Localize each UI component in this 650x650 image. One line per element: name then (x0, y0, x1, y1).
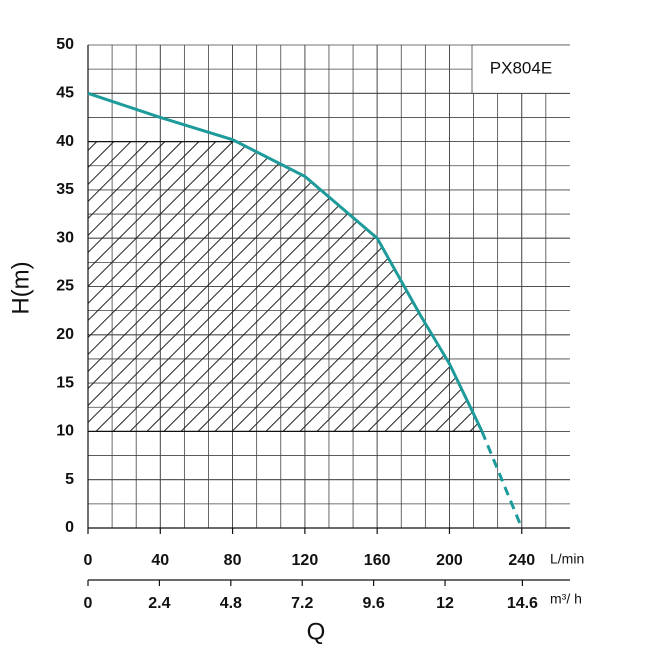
hatch-line (88, 141, 336, 432)
x-tick-label: 40 (151, 552, 169, 569)
curve-dashed (480, 430, 524, 529)
x-unit: L/min (550, 551, 584, 567)
x2-tick-label: 2.4 (148, 595, 170, 612)
hatch-line (88, 141, 166, 432)
hatch-line (88, 141, 234, 432)
x-tick-label: 240 (508, 552, 535, 569)
x-tick-label: 200 (436, 552, 463, 569)
hatch-line (88, 141, 319, 432)
x2-tick-label: 14.6 (507, 595, 538, 612)
hatch-line (88, 141, 302, 432)
y-axis-title: H(m) (7, 261, 34, 314)
hatch-line (589, 142, 650, 432)
hatch-line (623, 142, 650, 432)
legend-label: PX804E (490, 59, 552, 78)
hatch-line (640, 142, 650, 432)
x-tick-label: 120 (292, 552, 319, 569)
x-tick-label: 80 (224, 552, 242, 569)
y-tick-label: 10 (56, 423, 74, 440)
hatch-line (350, 141, 482, 432)
hatch-line (88, 141, 200, 432)
y-tick-label: 0 (65, 519, 74, 536)
hatch-line (88, 141, 353, 432)
hatch-line (88, 141, 285, 432)
y-tick-label: 35 (56, 181, 74, 198)
hatch-line (88, 141, 217, 432)
y-tick-label: 45 (56, 85, 74, 102)
x2-tick-label: 12 (436, 595, 454, 612)
hatch-line (572, 142, 650, 432)
y-tick-label: 50 (56, 36, 74, 53)
y-tick-label: 30 (56, 229, 74, 246)
x2-tick-label: 9.6 (363, 595, 385, 612)
y-tick-label: 15 (56, 374, 74, 391)
hatch-line (248, 141, 482, 432)
y-tick-label: 40 (56, 133, 74, 150)
y-tick-label: 20 (56, 326, 74, 343)
y-tick-label: 25 (56, 278, 74, 295)
hatch-line (88, 141, 251, 432)
hatch-line (606, 142, 650, 432)
x2-tick-label: 0 (84, 595, 93, 612)
curve-solid (87, 91, 484, 433)
hatch-line (88, 141, 268, 432)
x-tick-label: 0 (84, 552, 93, 569)
x2-tick-label: 4.8 (220, 595, 242, 612)
x-tick-label: 160 (364, 552, 391, 569)
y-tick-label: 5 (65, 471, 74, 488)
x2-unit: m³/ h (550, 591, 582, 607)
hatch-line (88, 141, 183, 432)
x-axis-title: Q (307, 618, 326, 645)
hatch-line (401, 141, 482, 432)
hatch-line (88, 141, 149, 432)
hatch-line (367, 141, 482, 432)
hatch-line (384, 141, 482, 432)
x2-tick-label: 7.2 (291, 595, 313, 612)
legend-box (472, 45, 570, 94)
